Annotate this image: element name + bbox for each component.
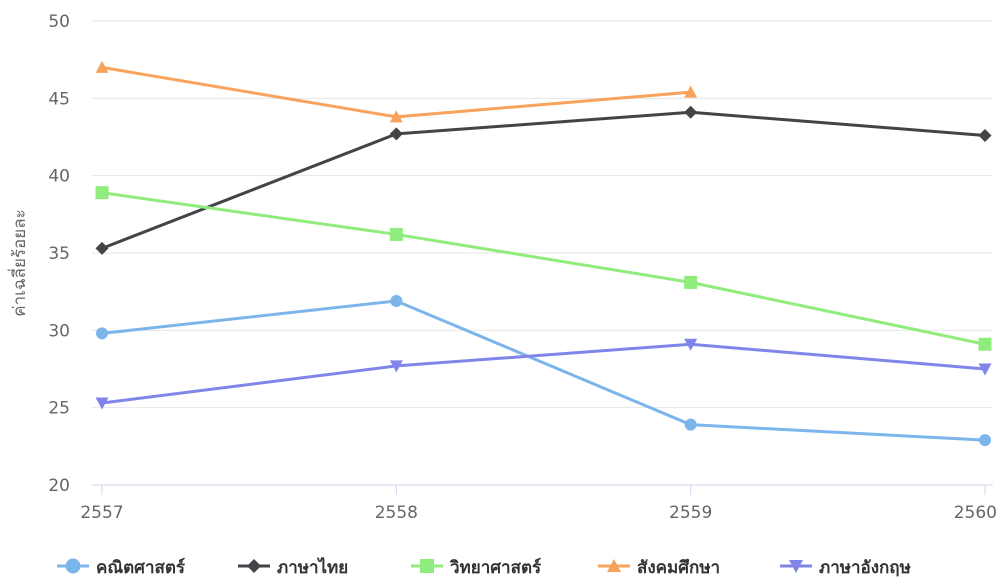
series-layer <box>95 60 992 447</box>
data-point[interactable] <box>978 363 992 376</box>
x-tick-label: 2560 <box>954 503 997 523</box>
data-point[interactable] <box>95 241 109 255</box>
data-point[interactable] <box>95 397 109 410</box>
y-tick-label: 30 <box>48 321 70 341</box>
x-tick-label: 2559 <box>669 503 712 523</box>
series-2 <box>95 186 992 351</box>
data-point[interactable] <box>95 60 109 73</box>
y-tick-label: 40 <box>48 167 70 187</box>
x-tick-label: 2558 <box>375 503 418 523</box>
legend-symbol <box>780 560 812 573</box>
series-line <box>100 110 987 250</box>
data-point[interactable] <box>684 85 698 98</box>
x-tick-label: 2557 <box>80 503 123 523</box>
series-1 <box>95 105 992 255</box>
data-point[interactable] <box>684 105 698 119</box>
legend-item[interactable]: ภาษาไทย <box>238 557 348 578</box>
data-point[interactable] <box>389 127 403 141</box>
series-line <box>100 191 987 346</box>
legend-label: ภาษาไทย <box>277 557 348 578</box>
y-axis-label: ค่าเฉลี่ยร้อยละ <box>7 209 30 317</box>
data-point[interactable] <box>684 275 698 289</box>
y-axis: 20 25 30 35 40 45 50 <box>48 12 70 496</box>
series-0 <box>96 294 991 447</box>
series-line <box>100 299 987 442</box>
data-point[interactable] <box>684 338 698 351</box>
y-tick-label: 25 <box>48 399 70 419</box>
y-tick-label: 35 <box>48 244 70 264</box>
legend-symbol <box>411 559 443 573</box>
legend-item[interactable]: วิทยาศาสตร์ <box>411 557 542 578</box>
data-point[interactable] <box>96 327 108 340</box>
legend-symbol <box>238 559 270 573</box>
data-point[interactable] <box>979 434 991 447</box>
y-tick-label: 50 <box>48 12 70 32</box>
data-point[interactable] <box>95 186 109 200</box>
data-point[interactable] <box>389 227 403 241</box>
legend-symbol <box>57 558 89 574</box>
legend[interactable]: คณิตศาสตร์ ภาษาไทย วิทยาศาสตร์ สังคมศึกษา ภา… <box>57 557 911 578</box>
data-point[interactable] <box>978 128 992 142</box>
series-line <box>100 65 693 119</box>
legend-item[interactable]: คณิตศาสตร์ <box>57 557 186 578</box>
data-point[interactable] <box>389 360 403 373</box>
legend-item[interactable]: ภาษาอังกฤษ <box>780 558 911 578</box>
data-point[interactable] <box>390 294 403 307</box>
legend-label: คณิตศาสตร์ <box>96 557 186 578</box>
x-axis: 2557 2558 2559 2560 <box>80 484 997 523</box>
series-4 <box>95 338 992 410</box>
legend-label: สังคมศึกษา <box>637 558 720 578</box>
y-tick-label: 20 <box>48 476 70 496</box>
series-line <box>100 342 987 405</box>
legend-item[interactable]: สังคมศึกษา <box>598 558 720 578</box>
y-tick-label: 45 <box>48 89 70 109</box>
legend-label: วิทยาศาสตร์ <box>450 557 542 578</box>
grid-lines <box>92 20 993 409</box>
data-point[interactable] <box>978 337 992 351</box>
data-point[interactable] <box>389 110 403 123</box>
legend-symbol <box>598 559 630 572</box>
data-point[interactable] <box>684 418 697 431</box>
series-3 <box>95 60 698 123</box>
legend-label: ภาษาอังกฤษ <box>819 558 911 578</box>
